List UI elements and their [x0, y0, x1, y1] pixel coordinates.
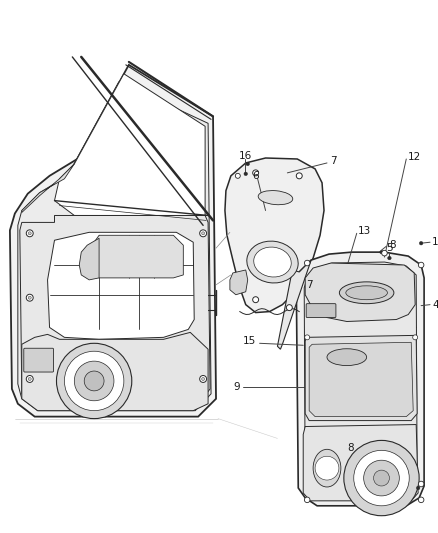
Text: 13: 13	[358, 227, 371, 236]
Ellipse shape	[346, 286, 388, 300]
Ellipse shape	[313, 449, 341, 487]
Text: 16: 16	[239, 151, 252, 161]
Circle shape	[413, 335, 418, 340]
Circle shape	[286, 305, 292, 311]
Circle shape	[26, 294, 33, 301]
Circle shape	[418, 497, 424, 503]
Text: 7: 7	[330, 156, 336, 166]
Polygon shape	[79, 238, 99, 280]
Polygon shape	[305, 335, 417, 421]
Circle shape	[304, 497, 310, 503]
Circle shape	[305, 335, 310, 340]
Circle shape	[200, 230, 207, 237]
Circle shape	[354, 450, 409, 506]
Polygon shape	[305, 263, 415, 321]
Ellipse shape	[339, 282, 394, 304]
Circle shape	[417, 486, 420, 490]
Circle shape	[28, 377, 31, 381]
Circle shape	[244, 172, 247, 176]
FancyBboxPatch shape	[24, 348, 53, 372]
Circle shape	[74, 361, 114, 401]
Circle shape	[235, 173, 240, 179]
Circle shape	[253, 297, 258, 303]
Text: 8: 8	[389, 240, 396, 250]
Circle shape	[381, 251, 387, 256]
Circle shape	[296, 173, 302, 179]
Polygon shape	[20, 215, 210, 409]
Circle shape	[26, 230, 33, 237]
Polygon shape	[22, 164, 74, 213]
Ellipse shape	[247, 241, 298, 283]
Polygon shape	[18, 82, 211, 410]
Circle shape	[304, 260, 310, 266]
Polygon shape	[296, 252, 424, 506]
Polygon shape	[304, 262, 417, 500]
Circle shape	[418, 481, 424, 487]
Circle shape	[201, 377, 205, 381]
Text: 5: 5	[386, 243, 393, 253]
Text: 15: 15	[242, 336, 256, 346]
Polygon shape	[54, 74, 205, 215]
Circle shape	[28, 296, 31, 299]
Ellipse shape	[327, 349, 367, 366]
Circle shape	[364, 460, 399, 496]
Polygon shape	[230, 270, 248, 295]
Circle shape	[418, 262, 424, 268]
Circle shape	[200, 375, 207, 383]
Text: 1: 1	[432, 237, 438, 247]
Text: 9: 9	[233, 382, 240, 392]
Circle shape	[253, 170, 258, 176]
Circle shape	[388, 256, 391, 260]
FancyBboxPatch shape	[306, 304, 336, 318]
Polygon shape	[10, 65, 216, 417]
Polygon shape	[225, 158, 324, 312]
Text: 4: 4	[432, 300, 438, 310]
Circle shape	[374, 470, 389, 486]
Circle shape	[28, 232, 31, 235]
Polygon shape	[94, 235, 184, 278]
Circle shape	[64, 351, 124, 410]
Polygon shape	[48, 232, 194, 340]
Ellipse shape	[258, 191, 293, 205]
Circle shape	[315, 456, 339, 480]
Text: 6: 6	[252, 171, 259, 181]
Circle shape	[246, 162, 250, 166]
Text: 12: 12	[408, 152, 421, 162]
Polygon shape	[22, 333, 208, 410]
Polygon shape	[309, 342, 413, 417]
Polygon shape	[303, 425, 418, 501]
Text: 7: 7	[307, 280, 313, 290]
Circle shape	[344, 440, 419, 516]
Circle shape	[380, 251, 383, 254]
Ellipse shape	[254, 247, 291, 277]
Circle shape	[26, 375, 33, 383]
Circle shape	[201, 232, 205, 235]
Circle shape	[57, 343, 132, 418]
Circle shape	[419, 241, 423, 245]
Circle shape	[84, 371, 104, 391]
Polygon shape	[277, 260, 311, 349]
Text: 8: 8	[347, 443, 354, 454]
